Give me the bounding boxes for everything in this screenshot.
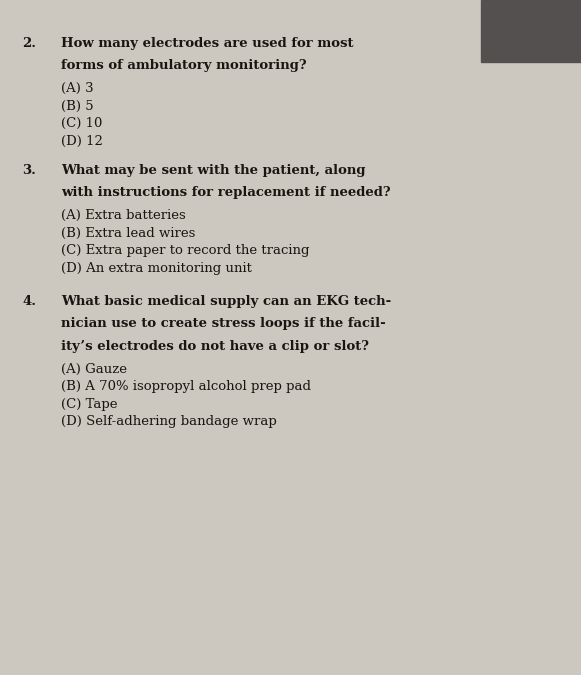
Text: (D) Self-adhering bandage wrap: (D) Self-adhering bandage wrap bbox=[61, 415, 277, 428]
Text: (A) 3: (A) 3 bbox=[61, 82, 94, 95]
Text: What may be sent with the patient, along: What may be sent with the patient, along bbox=[61, 164, 365, 177]
Text: (A) Extra batteries: (A) Extra batteries bbox=[61, 209, 186, 222]
Text: 3.: 3. bbox=[22, 164, 36, 177]
Text: (A) Gauze: (A) Gauze bbox=[61, 362, 127, 375]
Text: How many electrodes are used for most: How many electrodes are used for most bbox=[61, 37, 353, 50]
Text: What basic medical supply can an EKG tech-: What basic medical supply can an EKG tec… bbox=[61, 295, 391, 308]
Text: (C) 10: (C) 10 bbox=[61, 117, 102, 130]
Text: (B) Extra lead wires: (B) Extra lead wires bbox=[61, 227, 195, 240]
Text: (C) Tape: (C) Tape bbox=[61, 398, 117, 410]
Text: (C) Extra paper to record the tracing: (C) Extra paper to record the tracing bbox=[61, 244, 310, 257]
Text: forms of ambulatory monitoring?: forms of ambulatory monitoring? bbox=[61, 59, 307, 72]
Text: with instructions for replacement if needed?: with instructions for replacement if nee… bbox=[61, 186, 390, 199]
Text: (B) 5: (B) 5 bbox=[61, 100, 94, 113]
Text: ity’s electrodes do not have a clip or slot?: ity’s electrodes do not have a clip or s… bbox=[61, 340, 369, 352]
Text: (D) An extra monitoring unit: (D) An extra monitoring unit bbox=[61, 262, 252, 275]
Bar bbox=[481, 0, 581, 62]
Text: (D) 12: (D) 12 bbox=[61, 135, 103, 148]
Text: (B) A 70% isopropyl alcohol prep pad: (B) A 70% isopropyl alcohol prep pad bbox=[61, 380, 311, 393]
Text: nician use to create stress loops if the facil-: nician use to create stress loops if the… bbox=[61, 317, 386, 330]
Text: 4.: 4. bbox=[22, 295, 36, 308]
Text: 2.: 2. bbox=[22, 37, 36, 50]
